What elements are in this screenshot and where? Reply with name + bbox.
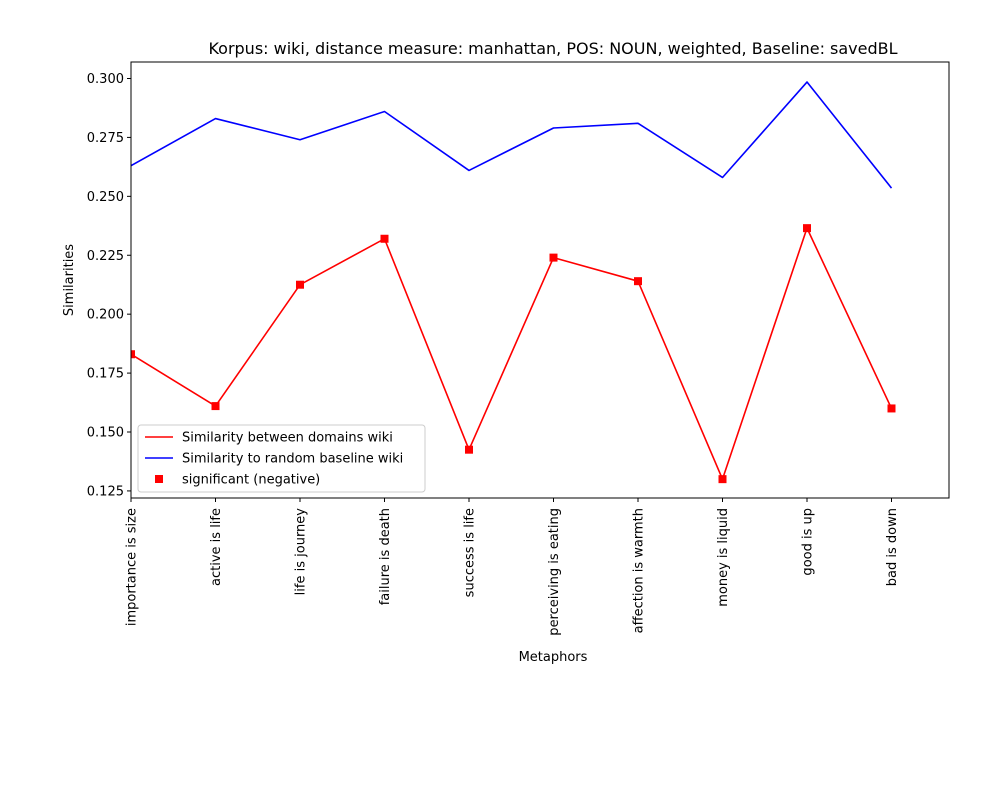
plot-frame [130, 61, 950, 499]
legend: Similarity between domains wiki Similarit… [137, 424, 426, 493]
data-point-marker [634, 277, 642, 286]
y-tick-label: 0.250 [87, 190, 124, 205]
x-tick-label: importance is size [125, 508, 140, 626]
legend-entry-label: significant (negative) [182, 473, 320, 488]
series-line-1 [131, 81, 893, 189]
data-point-marker [549, 253, 558, 262]
x-tick-label: good is up [801, 508, 816, 576]
data-point-marker [380, 234, 389, 243]
x-tick-label: affection is warmth [632, 508, 647, 633]
data-point-marker [887, 404, 896, 413]
data-point-marker [465, 445, 473, 454]
plot-area [131, 81, 896, 484]
plot-series-group [131, 81, 896, 484]
data-point-marker [211, 402, 220, 411]
x-tick-label: money is liquid [716, 508, 731, 607]
x-tick-label: failure is death [378, 508, 393, 605]
legend-entry-label: Similarity to random baseline wiki [182, 452, 403, 467]
data-point-marker [803, 224, 811, 233]
legend-marker-swatch [155, 475, 163, 483]
y-tick-label: 0.225 [87, 249, 124, 264]
x-tick-label: active is life [209, 508, 224, 586]
y-tick-label: 0.200 [87, 308, 124, 323]
chart-title: Korpus: wiki, distance measure: manhatta… [208, 39, 897, 58]
x-tick-label: perceiving is eating [547, 508, 562, 636]
y-axis: 0.125 0.150 0.175 0.200 0.225 0.250 0.275 0.300 [87, 72, 131, 499]
legend-box [137, 424, 426, 493]
data-point-marker [718, 475, 727, 484]
y-tick-label: 0.300 [87, 72, 124, 87]
y-axis-label: Similarities [62, 244, 77, 316]
x-tick-label: bad is down [885, 508, 900, 586]
legend-entry-label: Similarity between domains wiki [182, 431, 393, 446]
x-tick-label: life is journey [294, 508, 309, 596]
x-axis-label: Metaphors [519, 650, 588, 665]
y-tick-label: 0.175 [87, 367, 124, 382]
x-axis: importance is size active is life life is … [125, 498, 900, 636]
x-tick-label: success is life [463, 508, 478, 597]
data-point-marker [296, 280, 304, 289]
series-line-0 [131, 227, 893, 480]
y-tick-label: 0.125 [87, 484, 124, 499]
y-tick-label: 0.275 [87, 131, 124, 146]
data-point-marker [131, 350, 135, 359]
y-tick-label: 0.150 [87, 426, 124, 441]
